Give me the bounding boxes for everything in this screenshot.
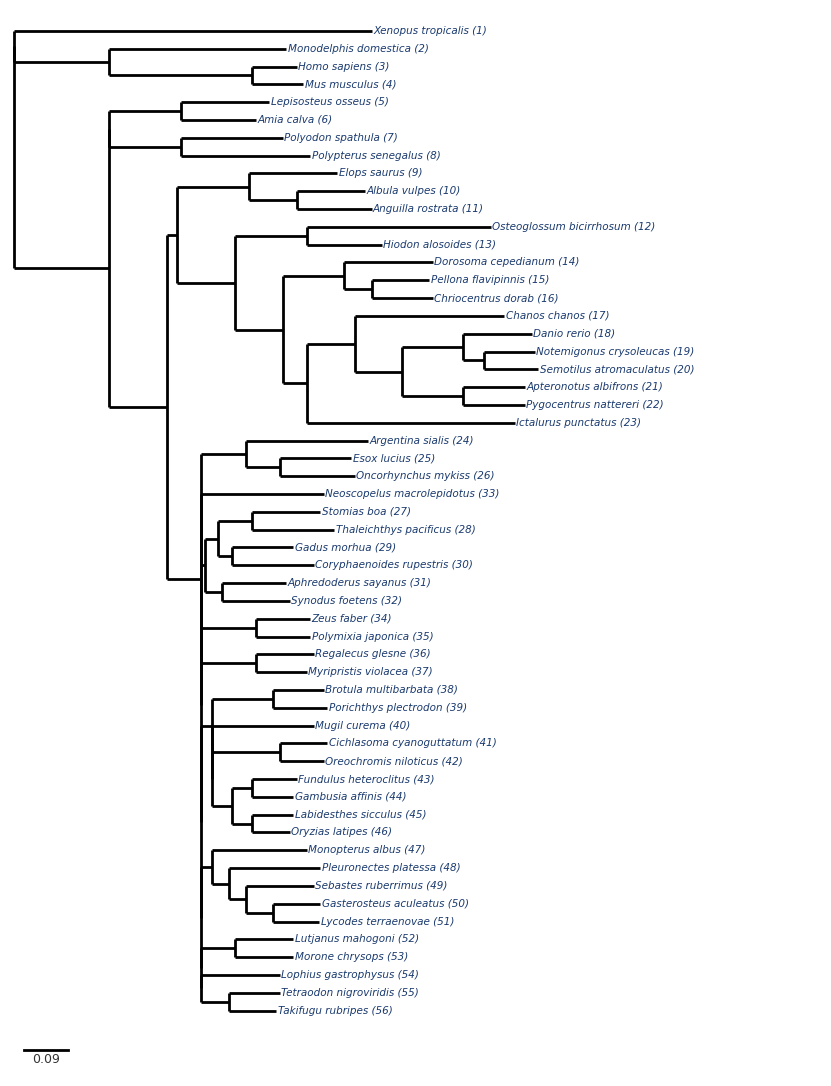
Text: Monodelphis domestica (2): Monodelphis domestica (2) (288, 43, 429, 53)
Text: Albula vulpes (10): Albula vulpes (10) (366, 186, 460, 197)
Text: Pygocentrus nattereri (22): Pygocentrus nattereri (22) (526, 400, 664, 409)
Text: Lycodes terraenovae (51): Lycodes terraenovae (51) (321, 917, 454, 926)
Text: Osteoglossum bicirrhosum (12): Osteoglossum bicirrhosum (12) (492, 222, 656, 231)
Text: Oncorhynchus mykiss (26): Oncorhynchus mykiss (26) (356, 471, 494, 481)
Text: Labidesthes sicculus (45): Labidesthes sicculus (45) (295, 810, 426, 820)
Text: Tetraodon nigroviridis (55): Tetraodon nigroviridis (55) (281, 988, 419, 998)
Text: Oryzias latipes (46): Oryzias latipes (46) (292, 828, 392, 837)
Text: Pleuronectes platessa (48): Pleuronectes platessa (48) (322, 863, 460, 873)
Text: Stomias boa (27): Stomias boa (27) (322, 507, 411, 517)
Text: Lepisosteus osseus (5): Lepisosteus osseus (5) (271, 97, 389, 108)
Text: Zeus faber (34): Zeus faber (34) (312, 614, 392, 623)
Text: Gadus morhua (29): Gadus morhua (29) (295, 542, 396, 553)
Text: Sebastes ruberrimus (49): Sebastes ruberrimus (49) (315, 881, 448, 891)
Text: Coryphaenoides rupestris (30): Coryphaenoides rupestris (30) (315, 560, 473, 570)
Text: Porichthys plectrodon (39): Porichthys plectrodon (39) (329, 703, 467, 712)
Text: Takifugu rubripes (56): Takifugu rubripes (56) (278, 1006, 392, 1015)
Text: Mugil curema (40): Mugil curema (40) (315, 721, 411, 731)
Text: Aphredoderus sayanus (31): Aphredoderus sayanus (31) (288, 578, 432, 589)
Text: Thaleichthys pacificus (28): Thaleichthys pacificus (28) (336, 525, 475, 534)
Text: Apteronotus albifrons (21): Apteronotus albifrons (21) (526, 382, 663, 392)
Text: Chriocentrus dorab (16): Chriocentrus dorab (16) (435, 293, 558, 303)
Text: Amia calva (6): Amia calva (6) (258, 115, 332, 125)
Text: Oreochromis niloticus (42): Oreochromis niloticus (42) (326, 756, 463, 767)
Text: Regalecus glesne (36): Regalecus glesne (36) (315, 649, 430, 659)
Text: Elops saurus (9): Elops saurus (9) (339, 168, 422, 178)
Text: Cichlasoma cyanoguttatum (41): Cichlasoma cyanoguttatum (41) (329, 738, 496, 748)
Text: Polyodon spathula (7): Polyodon spathula (7) (284, 132, 398, 142)
Text: Xenopus tropicalis (1): Xenopus tropicalis (1) (373, 26, 487, 36)
Text: Danio rerio (18): Danio rerio (18) (533, 329, 615, 339)
Text: Homo sapiens (3): Homo sapiens (3) (298, 62, 390, 72)
Text: Anguilla rostrata (11): Anguilla rostrata (11) (373, 204, 484, 214)
Text: Dorosoma cepedianum (14): Dorosoma cepedianum (14) (435, 257, 580, 267)
Text: Semotilus atromaculatus (20): Semotilus atromaculatus (20) (540, 364, 695, 375)
Text: Mus musculus (4): Mus musculus (4) (305, 79, 396, 89)
Text: Ictalurus punctatus (23): Ictalurus punctatus (23) (516, 418, 641, 428)
Text: Argentina sialis (24): Argentina sialis (24) (370, 435, 475, 445)
Text: Pellona flavipinnis (15): Pellona flavipinnis (15) (431, 275, 549, 286)
Text: Gasterosteus aculeatus (50): Gasterosteus aculeatus (50) (322, 899, 469, 909)
Text: Brotula multibarbata (38): Brotula multibarbata (38) (326, 685, 458, 695)
Text: Esox lucius (25): Esox lucius (25) (352, 453, 435, 464)
Text: Lophius gastrophysus (54): Lophius gastrophysus (54) (281, 970, 419, 980)
Text: Lutjanus mahogoni (52): Lutjanus mahogoni (52) (295, 934, 419, 945)
Text: Myripristis violacea (37): Myripristis violacea (37) (308, 667, 433, 678)
Text: Chanos chanos (17): Chanos chanos (17) (506, 311, 609, 320)
Text: Monopterus albus (47): Monopterus albus (47) (308, 845, 425, 856)
Text: Hiodon alosoides (13): Hiodon alosoides (13) (383, 240, 496, 250)
Text: Polymixia japonica (35): Polymixia japonica (35) (312, 632, 433, 642)
Text: Fundulus heteroclitus (43): Fundulus heteroclitus (43) (298, 774, 435, 784)
Text: Notemigonus crysoleucas (19): Notemigonus crysoleucas (19) (537, 346, 695, 356)
Text: Polypterus senegalus (8): Polypterus senegalus (8) (312, 151, 440, 161)
Text: Synodus foetens (32): Synodus foetens (32) (292, 596, 402, 606)
Text: 0.09: 0.09 (32, 1052, 60, 1065)
Text: Neoscopelus macrolepidotus (33): Neoscopelus macrolepidotus (33) (326, 489, 499, 498)
Text: Gambusia affinis (44): Gambusia affinis (44) (295, 792, 406, 801)
Text: Morone chrysops (53): Morone chrysops (53) (295, 952, 408, 962)
